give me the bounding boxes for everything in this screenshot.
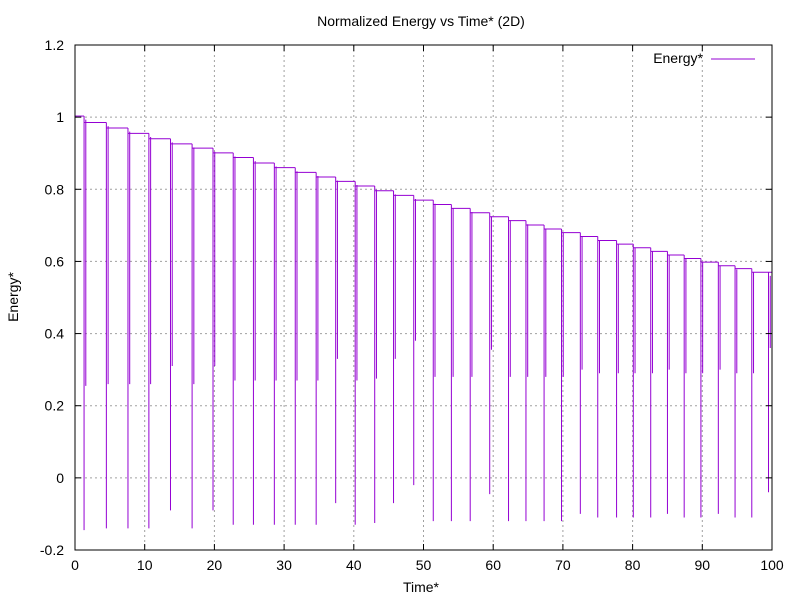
x-tick-label: 90 [695,557,711,573]
x-tick-label: 0 [71,557,79,573]
y-tick-label: 0.8 [45,181,65,197]
y-tick-label: 0.2 [45,398,65,414]
x-tick-labels: 0 10 20 30 40 50 60 70 80 90 100 [71,557,784,573]
y-tick-labels: -0.2 0 0.2 0.4 0.6 0.8 1 1.2 [40,37,64,558]
chart-title: Normalized Energy vs Time* (2D) [317,13,525,29]
x-tick-label: 20 [207,557,223,573]
x-tick-label: 60 [485,557,501,573]
y-tick-label: 1 [56,109,64,125]
x-axis-label: Time* [403,579,440,595]
legend-label: Energy* [653,50,703,66]
y-tick-label: -0.2 [40,542,64,558]
y-axis-label: Energy* [5,272,21,322]
x-tick-label: 30 [276,557,292,573]
y-tick-label: 0.6 [45,253,65,269]
series-layer [74,115,772,531]
x-tick-label: 80 [625,557,641,573]
x-tick-label: 100 [760,557,784,573]
x-tick-label: 50 [416,557,432,573]
legend: Energy* [653,50,755,66]
y-tick-label: 0 [56,470,64,486]
series-energy [74,115,772,531]
grid [75,45,772,550]
y-tick-label: 0.4 [45,326,65,342]
y-tick-label: 1.2 [45,37,65,53]
ticks [74,44,773,551]
x-tick-label: 40 [346,557,362,573]
x-tick-label: 70 [555,557,571,573]
x-tick-label: 10 [137,557,153,573]
